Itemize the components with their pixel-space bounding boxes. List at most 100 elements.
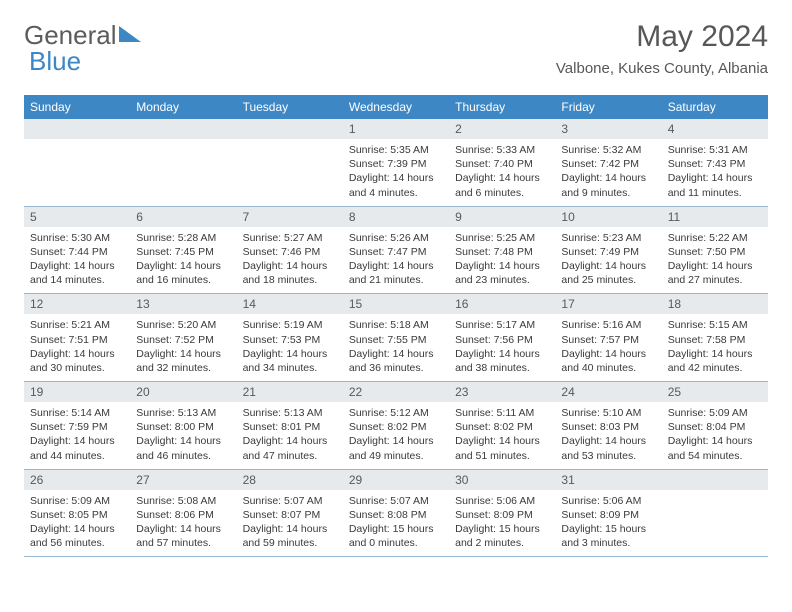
calendar-cell: 5Sunrise: 5:30 AMSunset: 7:44 PMDaylight… xyxy=(24,206,130,294)
calendar-cell: 10Sunrise: 5:23 AMSunset: 7:49 PMDayligh… xyxy=(555,206,661,294)
day-details: Sunrise: 5:18 AMSunset: 7:55 PMDaylight:… xyxy=(343,314,449,381)
day-details: Sunrise: 5:13 AMSunset: 8:01 PMDaylight:… xyxy=(237,402,343,469)
calendar-cell: 22Sunrise: 5:12 AMSunset: 8:02 PMDayligh… xyxy=(343,382,449,470)
calendar-cell: 26Sunrise: 5:09 AMSunset: 8:05 PMDayligh… xyxy=(24,469,130,557)
day-number: 12 xyxy=(24,294,130,314)
day-number: 20 xyxy=(130,382,236,402)
title-month: May 2024 xyxy=(556,20,768,54)
header-row: General May 2024 Valbone, Kukes County, … xyxy=(24,20,768,77)
day-number: 25 xyxy=(662,382,768,402)
calendar-cell: 4Sunrise: 5:31 AMSunset: 7:43 PMDaylight… xyxy=(662,119,768,206)
day-details: Sunrise: 5:22 AMSunset: 7:50 PMDaylight:… xyxy=(662,227,768,294)
weekday-header: Sunday xyxy=(24,95,130,119)
calendar-cell: 3Sunrise: 5:32 AMSunset: 7:42 PMDaylight… xyxy=(555,119,661,206)
day-details: Sunrise: 5:07 AMSunset: 8:07 PMDaylight:… xyxy=(237,490,343,557)
day-number: 19 xyxy=(24,382,130,402)
calendar-row: 5Sunrise: 5:30 AMSunset: 7:44 PMDaylight… xyxy=(24,206,768,294)
day-number: 5 xyxy=(24,207,130,227)
calendar-cell: 31Sunrise: 5:06 AMSunset: 8:09 PMDayligh… xyxy=(555,469,661,557)
day-number: 30 xyxy=(449,470,555,490)
day-details: Sunrise: 5:10 AMSunset: 8:03 PMDaylight:… xyxy=(555,402,661,469)
day-details: Sunrise: 5:28 AMSunset: 7:45 PMDaylight:… xyxy=(130,227,236,294)
day-details: Sunrise: 5:08 AMSunset: 8:06 PMDaylight:… xyxy=(130,490,236,557)
day-details: Sunrise: 5:15 AMSunset: 7:58 PMDaylight:… xyxy=(662,314,768,381)
day-details: Sunrise: 5:19 AMSunset: 7:53 PMDaylight:… xyxy=(237,314,343,381)
day-number: 11 xyxy=(662,207,768,227)
day-number: 3 xyxy=(555,119,661,139)
day-number: 16 xyxy=(449,294,555,314)
weekday-header: Thursday xyxy=(449,95,555,119)
calendar-cell: 16Sunrise: 5:17 AMSunset: 7:56 PMDayligh… xyxy=(449,294,555,382)
day-number: 31 xyxy=(555,470,661,490)
calendar-body: 1Sunrise: 5:35 AMSunset: 7:39 PMDaylight… xyxy=(24,119,768,557)
calendar-cell: 21Sunrise: 5:13 AMSunset: 8:01 PMDayligh… xyxy=(237,382,343,470)
calendar-cell: 18Sunrise: 5:15 AMSunset: 7:58 PMDayligh… xyxy=(662,294,768,382)
calendar-cell: 17Sunrise: 5:16 AMSunset: 7:57 PMDayligh… xyxy=(555,294,661,382)
day-details: Sunrise: 5:09 AMSunset: 8:05 PMDaylight:… xyxy=(24,490,130,557)
day-number-empty xyxy=(24,119,130,139)
calendar-row: 1Sunrise: 5:35 AMSunset: 7:39 PMDaylight… xyxy=(24,119,768,206)
day-details: Sunrise: 5:21 AMSunset: 7:51 PMDaylight:… xyxy=(24,314,130,381)
day-number: 10 xyxy=(555,207,661,227)
calendar-cell: 8Sunrise: 5:26 AMSunset: 7:47 PMDaylight… xyxy=(343,206,449,294)
day-number: 24 xyxy=(555,382,661,402)
day-number-empty xyxy=(130,119,236,139)
day-details: Sunrise: 5:33 AMSunset: 7:40 PMDaylight:… xyxy=(449,139,555,206)
day-details: Sunrise: 5:12 AMSunset: 8:02 PMDaylight:… xyxy=(343,402,449,469)
weekday-header: Saturday xyxy=(662,95,768,119)
day-number: 21 xyxy=(237,382,343,402)
calendar-cell: 1Sunrise: 5:35 AMSunset: 7:39 PMDaylight… xyxy=(343,119,449,206)
calendar-cell: 14Sunrise: 5:19 AMSunset: 7:53 PMDayligh… xyxy=(237,294,343,382)
calendar-cell: 30Sunrise: 5:06 AMSunset: 8:09 PMDayligh… xyxy=(449,469,555,557)
day-number: 27 xyxy=(130,470,236,490)
day-details: Sunrise: 5:14 AMSunset: 7:59 PMDaylight:… xyxy=(24,402,130,469)
day-number: 7 xyxy=(237,207,343,227)
day-number: 22 xyxy=(343,382,449,402)
calendar-table: Sunday Monday Tuesday Wednesday Thursday… xyxy=(24,95,768,557)
calendar-row: 19Sunrise: 5:14 AMSunset: 7:59 PMDayligh… xyxy=(24,382,768,470)
brand-triangle-icon xyxy=(119,26,141,42)
day-number: 1 xyxy=(343,119,449,139)
day-details: Sunrise: 5:20 AMSunset: 7:52 PMDaylight:… xyxy=(130,314,236,381)
day-number: 29 xyxy=(343,470,449,490)
calendar-cell: 27Sunrise: 5:08 AMSunset: 8:06 PMDayligh… xyxy=(130,469,236,557)
calendar-cell xyxy=(24,119,130,206)
day-number: 28 xyxy=(237,470,343,490)
day-number-empty xyxy=(237,119,343,139)
calendar-document: General May 2024 Valbone, Kukes County, … xyxy=(0,0,792,577)
day-number: 2 xyxy=(449,119,555,139)
day-number-empty xyxy=(662,470,768,490)
day-details: Sunrise: 5:17 AMSunset: 7:56 PMDaylight:… xyxy=(449,314,555,381)
calendar-cell: 7Sunrise: 5:27 AMSunset: 7:46 PMDaylight… xyxy=(237,206,343,294)
calendar-cell: 2Sunrise: 5:33 AMSunset: 7:40 PMDaylight… xyxy=(449,119,555,206)
day-number: 23 xyxy=(449,382,555,402)
calendar-cell: 11Sunrise: 5:22 AMSunset: 7:50 PMDayligh… xyxy=(662,206,768,294)
calendar-row: 12Sunrise: 5:21 AMSunset: 7:51 PMDayligh… xyxy=(24,294,768,382)
calendar-cell xyxy=(130,119,236,206)
day-details: Sunrise: 5:31 AMSunset: 7:43 PMDaylight:… xyxy=(662,139,768,206)
weekday-header: Friday xyxy=(555,95,661,119)
day-details: Sunrise: 5:11 AMSunset: 8:02 PMDaylight:… xyxy=(449,402,555,469)
day-details: Sunrise: 5:32 AMSunset: 7:42 PMDaylight:… xyxy=(555,139,661,206)
day-number: 4 xyxy=(662,119,768,139)
calendar-cell: 25Sunrise: 5:09 AMSunset: 8:04 PMDayligh… xyxy=(662,382,768,470)
calendar-cell: 9Sunrise: 5:25 AMSunset: 7:48 PMDaylight… xyxy=(449,206,555,294)
title-block: May 2024 Valbone, Kukes County, Albania xyxy=(556,20,768,77)
day-number: 15 xyxy=(343,294,449,314)
brand-part2: Blue xyxy=(29,46,81,77)
calendar-cell: 28Sunrise: 5:07 AMSunset: 8:07 PMDayligh… xyxy=(237,469,343,557)
calendar-cell xyxy=(662,469,768,557)
day-number: 26 xyxy=(24,470,130,490)
calendar-cell: 19Sunrise: 5:14 AMSunset: 7:59 PMDayligh… xyxy=(24,382,130,470)
weekday-header-row: Sunday Monday Tuesday Wednesday Thursday… xyxy=(24,95,768,119)
day-details: Sunrise: 5:13 AMSunset: 8:00 PMDaylight:… xyxy=(130,402,236,469)
day-details: Sunrise: 5:06 AMSunset: 8:09 PMDaylight:… xyxy=(449,490,555,557)
day-details: Sunrise: 5:26 AMSunset: 7:47 PMDaylight:… xyxy=(343,227,449,294)
calendar-cell: 24Sunrise: 5:10 AMSunset: 8:03 PMDayligh… xyxy=(555,382,661,470)
day-number: 8 xyxy=(343,207,449,227)
day-number: 18 xyxy=(662,294,768,314)
day-details: Sunrise: 5:07 AMSunset: 8:08 PMDaylight:… xyxy=(343,490,449,557)
calendar-cell: 20Sunrise: 5:13 AMSunset: 8:00 PMDayligh… xyxy=(130,382,236,470)
day-number: 13 xyxy=(130,294,236,314)
day-details: Sunrise: 5:27 AMSunset: 7:46 PMDaylight:… xyxy=(237,227,343,294)
